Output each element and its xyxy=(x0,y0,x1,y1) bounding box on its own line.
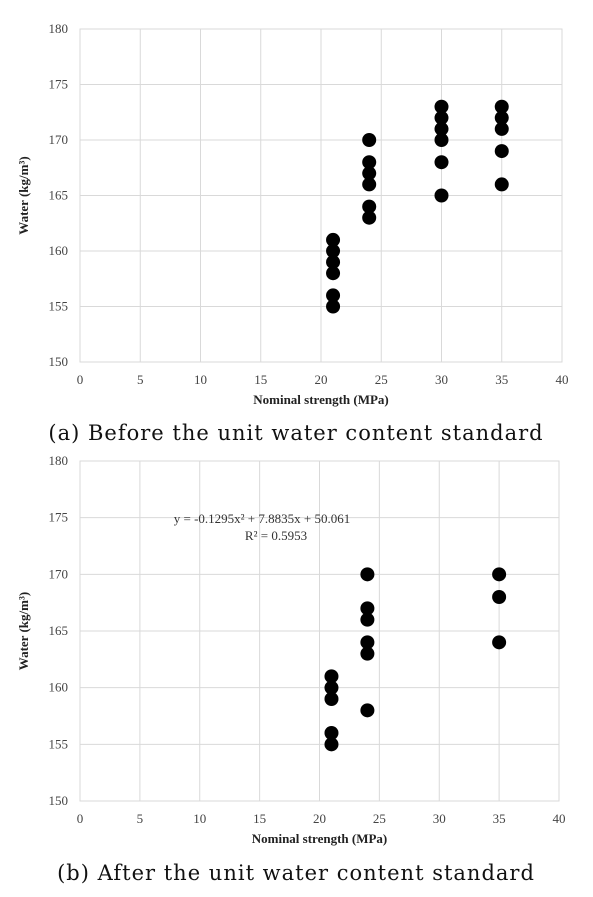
y-tick-label: 180 xyxy=(49,453,69,468)
x-tick-label: 40 xyxy=(553,811,566,826)
chart-panel-b: 150 155 160 165 170 175 180 0 5 10 15 20 25 30 35 40 Nom… xyxy=(16,453,566,885)
data-point xyxy=(360,646,375,661)
data-point xyxy=(494,144,509,159)
data-point xyxy=(326,255,341,270)
x-tick-label: 0 xyxy=(77,811,84,826)
data-point xyxy=(362,133,377,147)
y-axis-label: Water (kg/m³) xyxy=(16,592,31,670)
trendline-equation: y = -0.1295x² + 7.8835x + 50.061 xyxy=(174,511,350,526)
x-tick-label: 15 xyxy=(254,372,267,387)
x-tick-label: 35 xyxy=(495,372,508,387)
y-tick-label: 170 xyxy=(49,132,69,147)
y-tick-label: 175 xyxy=(49,77,69,92)
data-point xyxy=(324,692,339,706)
x-tick-label: 10 xyxy=(194,372,207,387)
chart-caption: (b) After the unit water content standar… xyxy=(57,861,535,885)
data-point xyxy=(362,210,377,225)
y-tick-label: 165 xyxy=(49,623,69,638)
x-tick-label: 25 xyxy=(373,811,386,826)
x-tick-label: 5 xyxy=(137,811,144,826)
data-point xyxy=(494,99,509,114)
data-point xyxy=(360,612,375,627)
data-point xyxy=(434,188,449,203)
data-point xyxy=(360,567,375,582)
data-point xyxy=(362,177,377,192)
x-tick-label: 40 xyxy=(556,372,569,387)
chart-panel-a: 150 155 160 165 170 175 180 0 5 10 15 20 25 30 35 40 Nom… xyxy=(16,21,569,445)
data-point xyxy=(362,155,377,170)
data-point xyxy=(326,232,341,247)
data-point xyxy=(434,133,449,147)
x-tick-label: 0 xyxy=(77,372,84,387)
data-point xyxy=(326,244,341,258)
y-tick-label: 155 xyxy=(49,736,69,751)
x-tick-label: 5 xyxy=(137,372,144,387)
data-point xyxy=(324,726,339,740)
x-tick-label: 25 xyxy=(375,372,388,387)
data-point xyxy=(360,703,375,718)
y-tick-label: 175 xyxy=(49,510,69,525)
chart-caption: (a) Before the unit water content standa… xyxy=(48,421,543,445)
plot-area xyxy=(79,28,563,363)
data-point xyxy=(494,177,509,192)
data-point xyxy=(492,635,507,650)
x-tick-label: 15 xyxy=(253,811,266,826)
data-point xyxy=(494,121,509,136)
data-point xyxy=(326,288,341,303)
data-point xyxy=(434,121,449,136)
trendline-r2: R² = 0.5953 xyxy=(245,528,307,543)
y-tick-label: 165 xyxy=(49,188,69,203)
data-point xyxy=(434,99,449,114)
data-point xyxy=(362,199,377,214)
data-point xyxy=(434,110,449,125)
data-point xyxy=(324,669,339,684)
y-tick-label: 155 xyxy=(49,299,69,314)
data-point xyxy=(360,601,375,616)
x-axis-label: Nominal strength (MPa) xyxy=(253,392,389,407)
data-point xyxy=(360,635,375,650)
y-tick-label: 170 xyxy=(49,566,69,581)
data-point xyxy=(324,680,339,695)
y-tick-label: 180 xyxy=(49,21,69,36)
x-tick-label: 30 xyxy=(433,811,446,826)
y-tick-label: 150 xyxy=(49,793,69,808)
x-tick-label: 20 xyxy=(315,372,328,387)
x-tick-label: 30 xyxy=(435,372,448,387)
data-point xyxy=(362,166,377,181)
x-tick-label: 10 xyxy=(193,811,206,826)
y-tick-label: 160 xyxy=(49,243,69,258)
data-point xyxy=(494,110,509,125)
y-tick-label: 150 xyxy=(49,354,69,369)
data-point xyxy=(324,737,339,752)
x-tick-label: 35 xyxy=(493,811,506,826)
plot-area xyxy=(79,460,560,802)
x-tick-label: 20 xyxy=(313,811,326,826)
data-point xyxy=(492,590,507,604)
data-point xyxy=(492,567,507,582)
y-tick-label: 160 xyxy=(49,680,69,695)
x-axis-label: Nominal strength (MPa) xyxy=(252,831,388,846)
data-point xyxy=(326,299,341,314)
y-axis-label: Water (kg/m³) xyxy=(16,156,31,234)
data-point xyxy=(326,266,341,281)
data-point xyxy=(434,155,449,170)
